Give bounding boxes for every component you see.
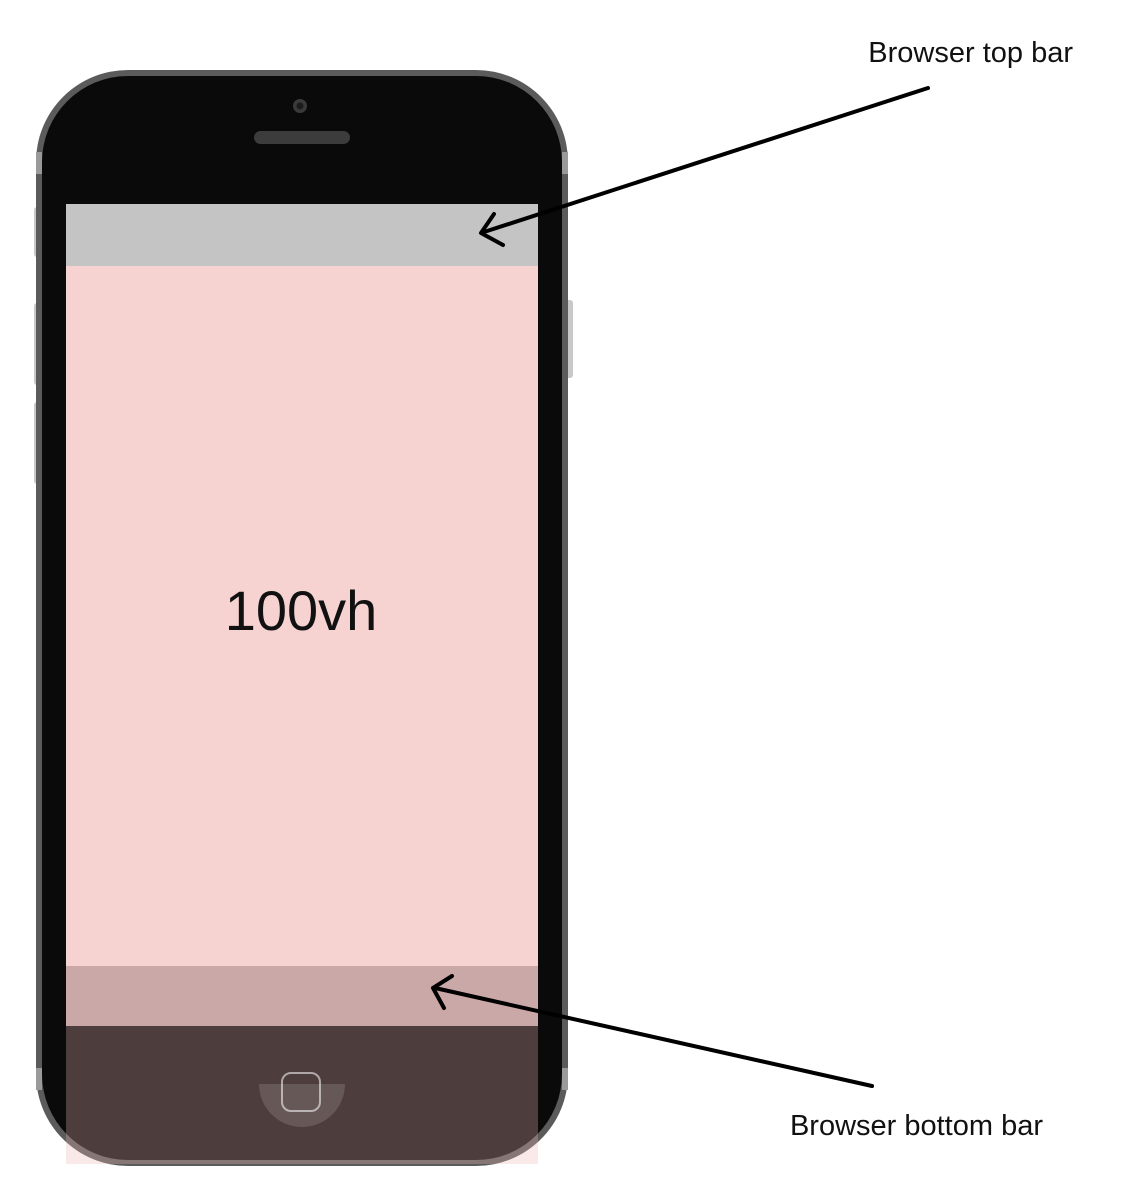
- home-square-icon: [281, 1072, 321, 1112]
- bottom-bar-callout-label: Browser bottom bar: [790, 1110, 1043, 1142]
- visible-viewport: [66, 266, 538, 966]
- earpiece-speaker: [254, 131, 350, 144]
- browser-bottom-bar: [66, 966, 538, 1026]
- antenna-band: [562, 152, 568, 174]
- bottom-bar-arrow: [431, 974, 874, 1088]
- top-bar-arrow: [479, 86, 930, 247]
- browser-top-bar: [66, 204, 538, 266]
- top-bar-callout-label: Browser top bar: [868, 37, 1073, 69]
- viewport-height-label: 100vh: [225, 579, 378, 642]
- antenna-band: [36, 152, 42, 174]
- overflow-region: [66, 1026, 538, 1164]
- home-button: [259, 1084, 345, 1127]
- antenna-band: [36, 1068, 42, 1090]
- antenna-band: [562, 1068, 568, 1090]
